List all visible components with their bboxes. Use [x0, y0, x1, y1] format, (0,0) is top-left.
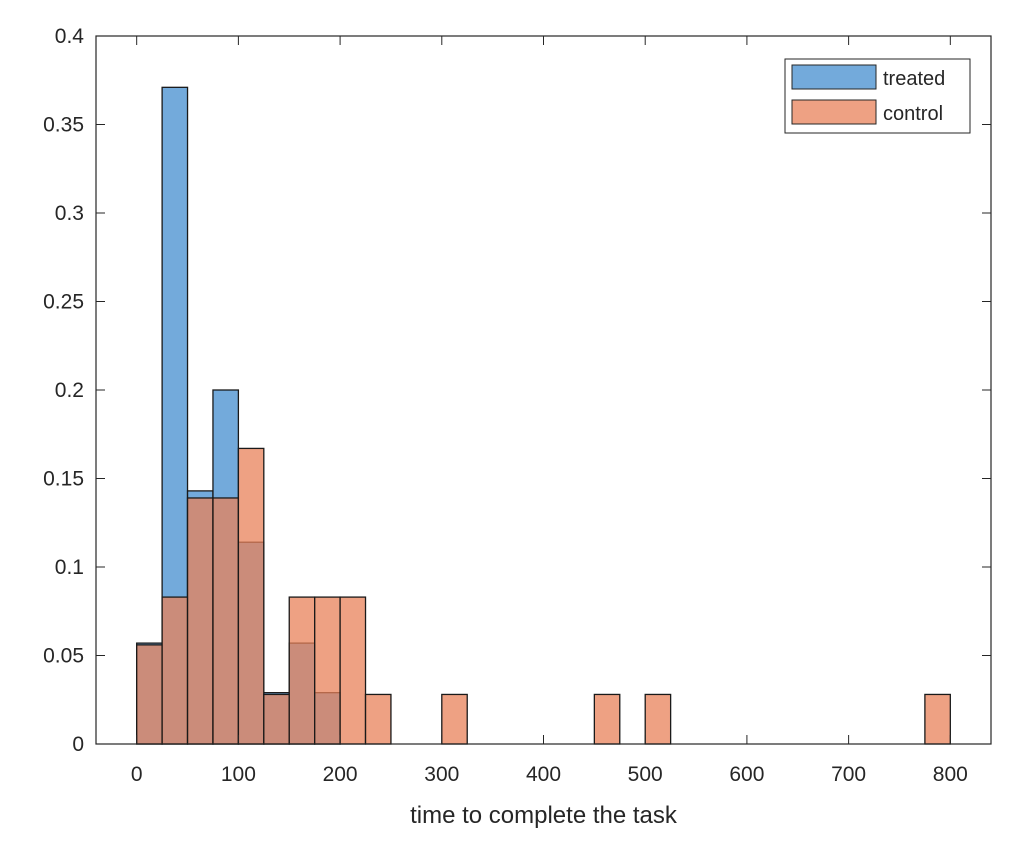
series-control [136, 447, 951, 745]
bars-layer [136, 86, 951, 745]
x-tick-label: 600 [729, 763, 764, 786]
legend: treated control [784, 58, 971, 134]
x-tick-label: 500 [628, 763, 663, 786]
y-tick-label: 0.1 [55, 556, 84, 579]
y-tick-label: 0.3 [55, 202, 84, 225]
legend-label-control: control [883, 103, 943, 125]
y-tick-label: 0 [72, 733, 84, 756]
bar-control-100 [237, 447, 265, 745]
bar-control-200 [339, 596, 367, 745]
bar-control-0 [136, 644, 163, 745]
legend-swatch-control [791, 99, 877, 125]
bar-control-500 [644, 693, 672, 745]
y-tick-label: 0.4 [55, 25, 85, 48]
ticks-layer: 0 100 200 300 400 500 600 700 800 0 0.05 0.1 0.15 0.2… [43, 25, 991, 786]
bar-control-300 [441, 693, 468, 745]
y-tick-label: 0.35 [43, 114, 84, 137]
bar-control-75 [212, 497, 240, 745]
y-tick-label: 0.25 [43, 291, 84, 314]
legend-label-treated: treated [883, 68, 945, 90]
x-tick-label: 800 [933, 763, 968, 786]
bar-control-450 [593, 693, 621, 745]
bar-control-25 [161, 596, 189, 745]
x-tick-label: 700 [831, 763, 866, 786]
bar-control-50 [186, 497, 214, 745]
y-tick-label: 0.05 [43, 645, 84, 668]
x-tick-label: 100 [221, 763, 256, 786]
bar-control-125 [263, 693, 290, 745]
x-tick-label: 400 [526, 763, 561, 786]
y-tick-label: 0.15 [43, 468, 84, 491]
x-tick-label: 300 [424, 763, 459, 786]
x-tick-label: 200 [323, 763, 358, 786]
bar-control-175 [314, 596, 341, 745]
legend-swatch-treated [791, 64, 877, 90]
bar-control-150 [288, 596, 316, 745]
bar-control-775 [924, 693, 951, 745]
y-tick-label: 0.2 [55, 379, 84, 402]
bar-control-225 [364, 693, 392, 745]
x-axis-title: time to complete the task [410, 802, 678, 829]
x-tick-label: 0 [131, 763, 143, 786]
